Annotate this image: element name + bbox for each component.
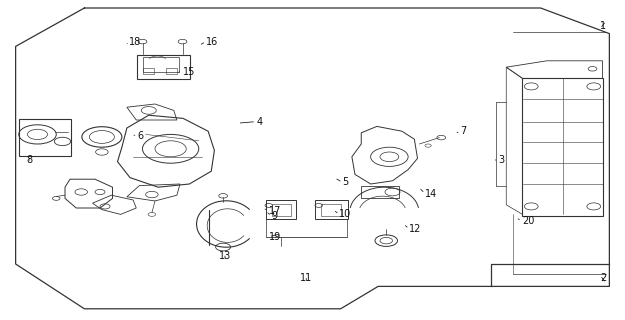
Bar [315,200,348,219]
Text: 17: 17 [269,205,281,216]
Text: 18: 18 [129,36,142,47]
Text: 15: 15 [182,67,195,77]
Text: 20: 20 [522,216,534,226]
Bar [142,57,179,72]
Text: 16: 16 [206,36,219,47]
Text: 7: 7 [461,126,467,136]
Bar [522,78,603,216]
Bar [321,204,341,216]
Text: 6: 6 [138,131,144,141]
Bar [266,200,296,219]
Bar [361,186,399,198]
Text: 9: 9 [272,211,278,221]
Text: 12: 12 [409,224,422,234]
Text: 10: 10 [339,209,352,220]
Text: 13: 13 [219,251,231,261]
Text: 19: 19 [269,232,281,242]
Text: 4: 4 [256,116,262,127]
Bar [272,204,291,216]
Bar [19,119,71,156]
Bar [138,55,190,79]
Text: 2: 2 [600,273,606,283]
Text: 8: 8 [26,155,32,165]
Text: 11: 11 [300,273,312,283]
Text: 14: 14 [425,188,438,199]
Bar [142,68,154,74]
Text: 3: 3 [499,155,505,165]
Text: 5: 5 [342,177,349,188]
Bar [166,68,177,74]
Text: 1: 1 [600,21,606,31]
